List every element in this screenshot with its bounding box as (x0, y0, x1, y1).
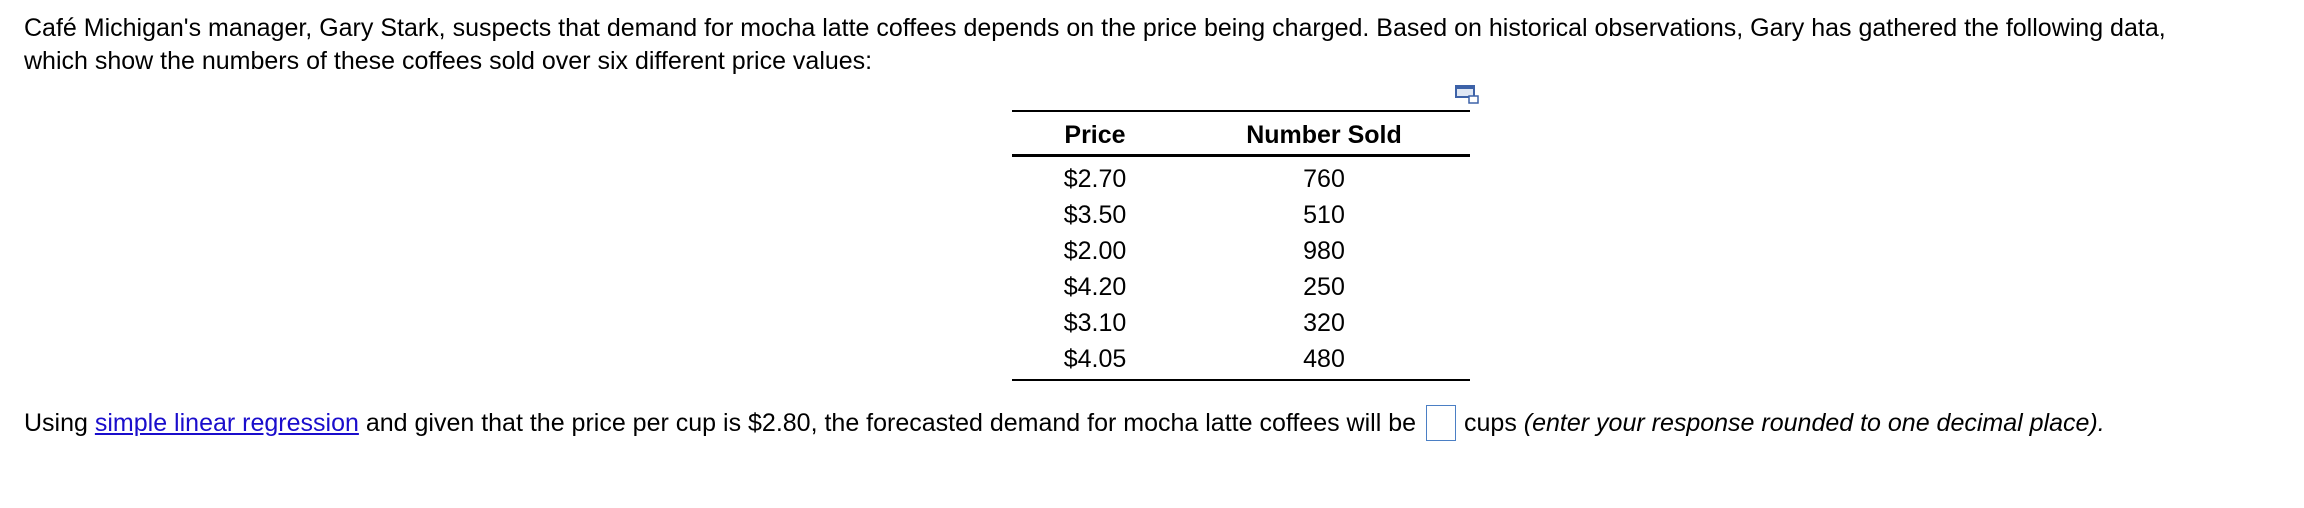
number-sold-cell: 760 (1303, 165, 1345, 193)
table-row: $3.10 320 (1012, 305, 1470, 341)
table-row: $2.00 980 (1012, 233, 1470, 269)
question-middle: and given that the price per cup is $2.8… (358, 409, 1417, 437)
price-demand-table: Price Number Sold $2.70 760 $3.50 510 $2… (1012, 110, 1470, 381)
number-sold-cell: 320 (1303, 309, 1345, 337)
table-row: $4.20 250 (1012, 269, 1470, 305)
price-cell: $4.05 (1063, 345, 1127, 373)
number-sold-cell: 480 (1303, 345, 1345, 373)
number-sold-cell: 510 (1303, 201, 1345, 229)
intro-line-1: Café Michigan's manager, Gary Stark, sus… (24, 14, 2166, 42)
table-header-row: Price Number Sold (1012, 111, 1470, 157)
table-row: $3.50 510 (1012, 197, 1470, 233)
header-number-sold: Number Sold (1178, 111, 1470, 157)
price-cell: $2.70 (1063, 165, 1127, 193)
problem-statement: Café Michigan's manager, Gary Stark, sus… (24, 12, 2294, 78)
data-table-container: Price Number Sold $2.70 760 $3.50 510 $2… (1012, 110, 1470, 381)
header-price: Price (1012, 111, 1178, 157)
number-sold-cell: 980 (1303, 237, 1345, 265)
price-cell: $2.00 (1063, 237, 1127, 265)
price-cell: $3.50 (1063, 201, 1127, 229)
price-cell: $3.10 (1063, 309, 1127, 337)
question-text: Using simple linear regression and given… (24, 405, 2105, 441)
price-cell: $4.20 (1063, 273, 1127, 301)
forecast-answer-input[interactable] (1426, 405, 1457, 441)
unit-label: cups (1464, 409, 1524, 437)
simple-linear-regression-link[interactable]: simple linear regression (94, 409, 359, 437)
copy-table-icon[interactable] (1455, 84, 1479, 104)
table-row: $4.05 480 (1012, 341, 1470, 380)
number-sold-cell: 250 (1303, 273, 1345, 301)
rounding-note: (enter your response rounded to one deci… (1523, 409, 2105, 437)
intro-line-2: which show the numbers of these coffees … (24, 47, 873, 75)
table-row: $2.70 760 (1012, 156, 1470, 198)
question-prefix: Using (24, 409, 95, 437)
